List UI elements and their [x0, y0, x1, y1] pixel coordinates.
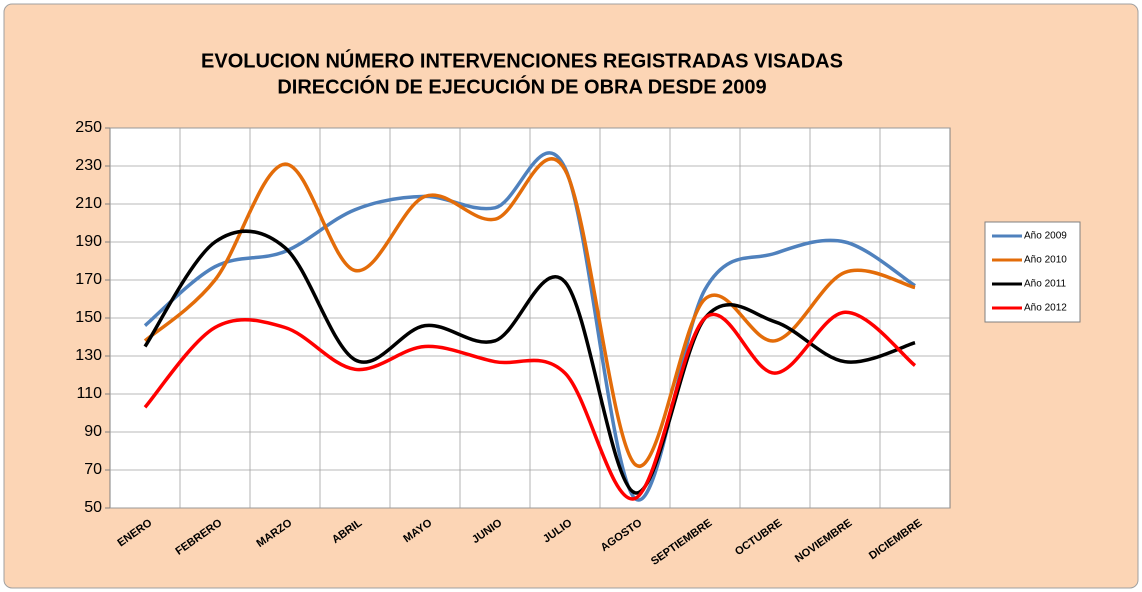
y-tick-label: 50	[84, 499, 102, 516]
y-tick-label: 130	[75, 347, 102, 364]
y-tick-label: 70	[84, 461, 102, 478]
legend-label: Año 2009	[1024, 231, 1067, 242]
y-tick-label: 250	[75, 119, 102, 136]
y-tick-label: 210	[75, 195, 102, 212]
y-tick-label: 190	[75, 233, 102, 250]
series-line	[143, 229, 916, 495]
y-tick-label: 90	[84, 423, 102, 440]
y-tick-label: 230	[75, 157, 102, 174]
series-line	[143, 310, 917, 501]
legend-label: Año 2012	[1024, 303, 1067, 314]
chart-title: DIRECCIÓN DE EJECUCIÓN DE OBRA DESDE 200…	[277, 74, 766, 98]
chart-title: EVOLUCION NÚMERO INTERVENCIONES REGISTRA…	[201, 48, 843, 72]
series-line	[143, 157, 916, 468]
legend-label: Año 2010	[1024, 255, 1067, 266]
y-tick-label: 110	[76, 385, 102, 402]
legend-box	[984, 221, 1081, 323]
y-tick-label: 170	[75, 271, 102, 288]
legend-label: Año 2011	[1024, 279, 1067, 290]
y-tick-label: 150	[75, 309, 102, 326]
